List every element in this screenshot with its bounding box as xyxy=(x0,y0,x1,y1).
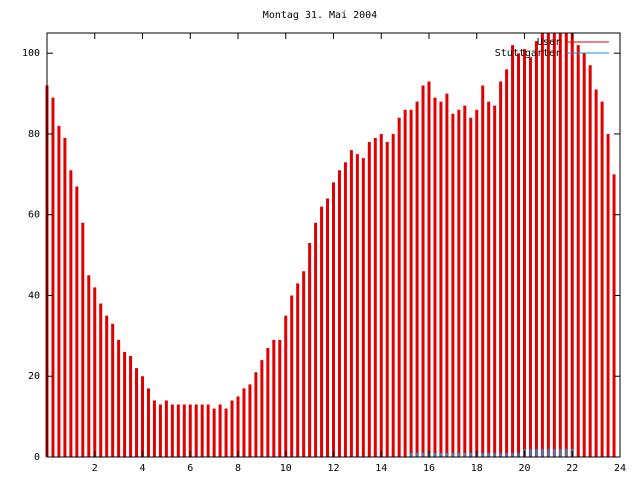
y-tick-label: 100 xyxy=(22,48,40,59)
x-tick-label: 24 xyxy=(614,463,626,474)
legend-label: Stuttgarter xyxy=(495,48,561,59)
x-tick-label: 14 xyxy=(375,463,387,474)
x-tick-label: 4 xyxy=(139,463,145,474)
chart-title: Montag 31. Mai 2004 xyxy=(263,10,377,21)
x-tick-label: 16 xyxy=(423,463,435,474)
y-tick-label: 40 xyxy=(28,290,40,301)
x-tick-label: 22 xyxy=(566,463,578,474)
y-tick-label: 80 xyxy=(28,129,40,140)
legend-label: User xyxy=(537,37,561,48)
x-tick-label: 12 xyxy=(327,463,339,474)
x-tick-label: 20 xyxy=(518,463,530,474)
x-tick-label: 10 xyxy=(280,463,292,474)
y-tick-label: 60 xyxy=(28,210,40,221)
x-tick-label: 2 xyxy=(92,463,98,474)
x-tick-label: 8 xyxy=(235,463,241,474)
y-tick-label: 0 xyxy=(34,452,40,463)
y-tick-label: 20 xyxy=(28,371,40,382)
x-tick-label: 6 xyxy=(187,463,193,474)
x-tick-label: 18 xyxy=(471,463,483,474)
